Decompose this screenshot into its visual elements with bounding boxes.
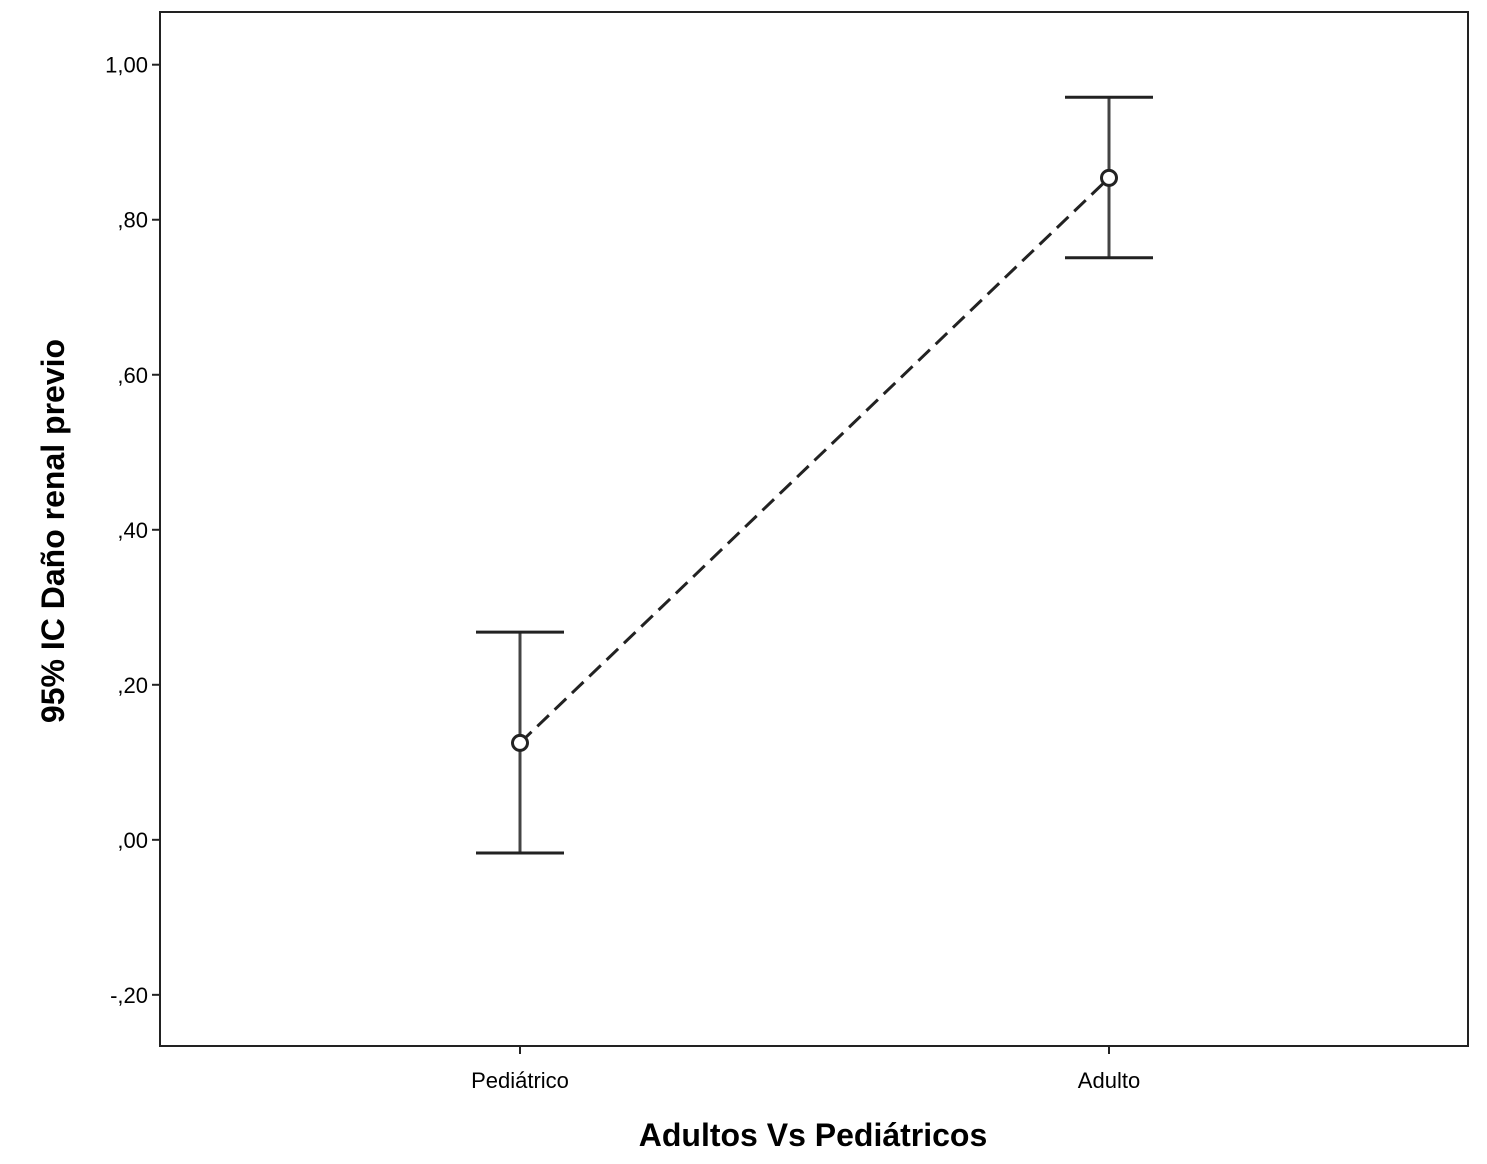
y-tick-label: 1,00 (105, 53, 148, 78)
x-axis: Pediátrico Adulto (471, 1046, 1140, 1093)
x-axis-title: Adultos Vs Pediátricos (639, 1117, 988, 1153)
y-tick-label: ,00 (117, 828, 148, 853)
x-tick-label: Adulto (1078, 1068, 1140, 1093)
y-axis-title: 95% IC Daño renal previo (35, 339, 71, 723)
y-tick-label: ,60 (117, 363, 148, 388)
y-tick-label: ,20 (117, 673, 148, 698)
y-axis: -,20 ,00 ,20 ,40 ,60 ,80 1,00 (105, 53, 160, 1008)
x-tick-label: Pediátrico (471, 1068, 569, 1093)
y-tick-label: ,80 (117, 208, 148, 233)
mean-marker (1100, 168, 1118, 187)
mean-connector-line (518, 176, 1111, 745)
y-tick-label: ,40 (117, 518, 148, 543)
series-layer (476, 95, 1153, 855)
y-tick-label: -,20 (110, 983, 148, 1008)
mean-marker (511, 733, 529, 752)
plot-area (159, 11, 1469, 1047)
